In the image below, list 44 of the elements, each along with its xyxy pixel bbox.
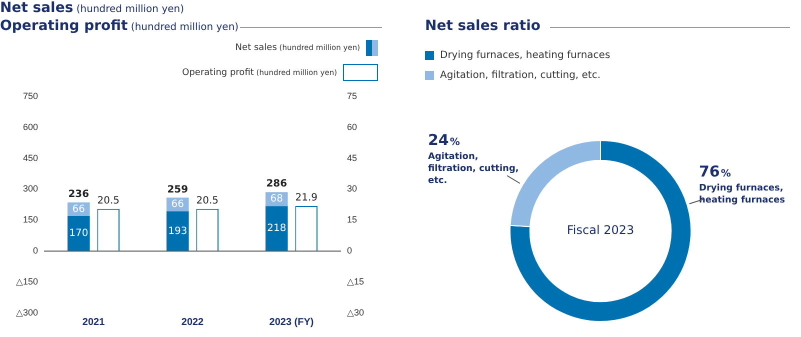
y-tick-label: 0 [33,246,38,256]
data-label: 24% [428,131,460,150]
data-label: 76% [699,162,731,181]
y-tick-label: △300 [16,307,38,318]
y-tick-label: 300 [22,184,38,194]
data-label: 68 [270,194,284,205]
data-label: 21.9 [295,192,318,204]
chart-title: Net sales (hundred million yen) [0,0,184,16]
data-label: 193 [168,226,188,237]
y2-tick-label: 60 [346,122,358,132]
total-label: 236 [68,189,90,200]
y2-tick-label: 45 [346,152,358,163]
x-tick-label: 2023 (FY) [269,316,314,328]
legend-label: Agitation, filtration, cutting, etc. [439,70,601,81]
y-tick-label: △150 [16,276,38,287]
bar [68,216,90,252]
y-tick-label: 600 [22,122,38,132]
y-tick-label: 450 [22,152,38,163]
y-tick-label: 750 [22,90,38,101]
data-label: 20.5 [196,195,218,206]
slice-label: Drying furnaces, heating furnaces [699,184,785,206]
y2-tick-label: 0 [346,246,352,256]
data-label: 218 [267,223,286,234]
y-tick-label: 150 [22,214,38,225]
chart-subtitle: Operating profit (hundred million yen) [0,18,239,34]
data-label: 20.5 [97,195,120,206]
data-label: 66 [171,199,184,210]
slice-label: Agitation, filtration, cutting, etc. [428,152,519,186]
text: Fiscal 2023 [566,223,634,238]
y2-tick-label: 75 [346,90,358,101]
y2-tick-label: 30 [346,184,358,194]
y2-tick-label: 15 [346,214,358,225]
legend-label: Drying furnaces, heating furnaces [439,50,610,61]
x-tick-label: 2022 [181,316,204,328]
bar [266,206,288,252]
y2-tick-label: △30 [346,307,364,318]
data-label: 66 [72,204,86,215]
y2-tick-label: △15 [346,276,364,287]
data-label: 170 [69,228,88,240]
total-label: 286 [266,178,288,190]
chart-title: Net sales ratio [425,18,541,34]
total-label: 259 [167,184,188,196]
x-tick-label: 2021 [82,316,106,328]
bar [166,211,189,252]
